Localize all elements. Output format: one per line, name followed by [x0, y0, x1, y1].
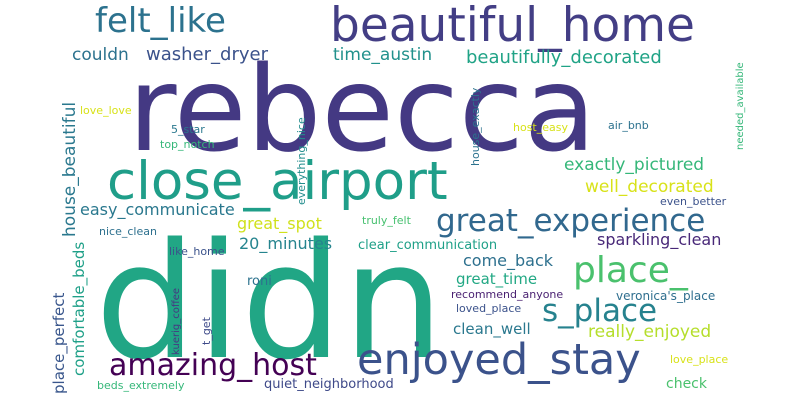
word-easy-communicate: easy_communicate: [80, 200, 235, 219]
word-felt-like: felt_like: [95, 1, 226, 41]
word-exactly-pictured: exactly_pictured: [564, 155, 705, 175]
word-s-place: s_place: [542, 293, 658, 329]
word-veronicas-place: veronica's_place: [616, 289, 716, 303]
word-great-spot: great_spot: [237, 214, 322, 233]
word-amazing-host: amazing_host: [109, 348, 317, 383]
word-love-place: love_place: [670, 353, 729, 366]
word-love-love: love_love: [80, 104, 132, 117]
word-even-better: even_better: [660, 195, 727, 208]
word-beautiful-home: beautiful_home: [330, 0, 695, 53]
word-washer-dryer: washer_dryer: [146, 44, 268, 65]
word-needed-available: needed_available: [735, 62, 746, 150]
word-sparkling-clean: sparkling_clean: [597, 230, 722, 249]
word-well-decorated: well_decorated: [585, 177, 714, 197]
word-beautifully-decorated: beautifully_decorated: [466, 47, 662, 68]
word-t-get: t_get: [200, 317, 213, 345]
word-didn: didn: [95, 208, 444, 395]
word-host-easy: host_easy: [513, 121, 568, 134]
word-house-exactly: house_exactly: [469, 87, 482, 166]
word-time-austin: time_austin: [333, 45, 433, 65]
word-really-enjoyed: really_enjoyed: [588, 322, 712, 342]
word-quiet-neighborhood: quiet_neighborhood: [264, 377, 394, 392]
word-truly-felt: truly_felt: [362, 214, 411, 227]
word-air-bnb: air_bnb: [608, 119, 649, 132]
word-recommend-anyone: recommend_anyone: [451, 288, 564, 301]
word-beds-extremely: beds_extremely: [97, 379, 185, 392]
word-great-time: great_time: [456, 270, 538, 288]
word-kuerig-coffee: kuerig_coffee: [171, 287, 182, 355]
word-5-star: 5_star: [171, 123, 205, 136]
word-clean-well: clean_well: [453, 320, 531, 338]
word-clear-communication: clear_communication: [358, 238, 498, 253]
word-like-home: like_home: [169, 245, 225, 258]
word-great-experience: great_experience: [436, 203, 706, 239]
word-nice-clean: nice_clean: [99, 225, 157, 238]
word-couldn: couldn: [72, 45, 129, 65]
word-place: place_: [573, 250, 688, 291]
word-loved-place: loved_place: [456, 302, 522, 315]
word-close-airport: close_airport: [107, 151, 448, 212]
word-everything-nice: everything_nice: [295, 117, 308, 205]
word-comfortable-beds: comfortable_beds: [70, 241, 88, 376]
word-roni: roni: [247, 274, 272, 289]
word-rebecca: rebecca: [128, 40, 597, 178]
word-come-back: come_back: [463, 251, 554, 270]
word-enjoyed-stay: enjoyed_stay: [357, 335, 641, 385]
word-house-beautiful: house_beautiful: [60, 101, 80, 237]
word-check: check: [666, 376, 707, 392]
word-place-perfect: place_perfect: [50, 292, 68, 394]
word-20-minutes: 20_minutes: [239, 234, 333, 253]
word-top-notch: top_notch: [160, 138, 215, 151]
